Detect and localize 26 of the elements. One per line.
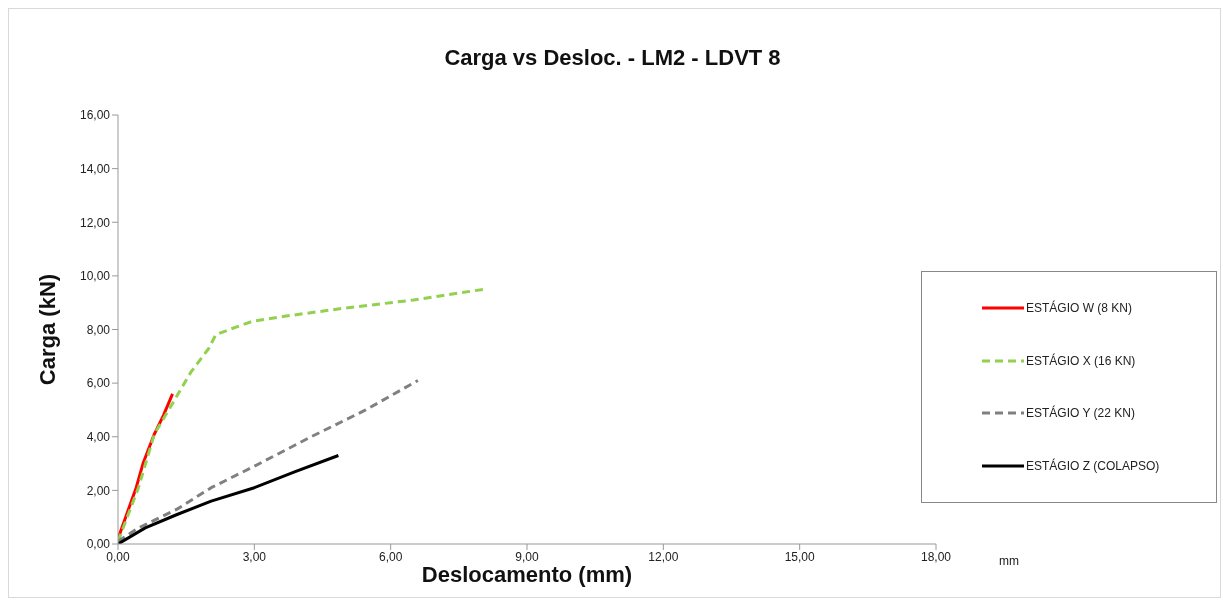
x-tick-label: 0,00 <box>106 549 130 564</box>
x-tick-label: 12,00 <box>648 549 679 564</box>
y-tick-label: 0,00 <box>86 537 111 552</box>
x-axis-title: Deslocamento (mm) <box>421 562 633 587</box>
x-tick-label: 3,00 <box>242 549 267 564</box>
line-series <box>118 378 420 543</box>
line-series <box>118 454 340 544</box>
y-axis-title: Carga (kN) <box>34 273 60 386</box>
x-tick-label: 18,00 <box>920 549 952 564</box>
y-tick-label: 12,00 <box>79 215 111 230</box>
legend-label: ESTÁGIO Z (COLAPSO) <box>1026 458 1160 473</box>
x-tick-label: 15,00 <box>784 549 816 564</box>
x-tick-label: 9,00 <box>515 549 539 564</box>
y-tick-label: 16,00 <box>79 108 111 123</box>
y-tick-label: 8,00 <box>86 322 111 337</box>
x-tick-label: 6,00 <box>378 549 403 564</box>
y-tick-label: 6,00 <box>86 376 111 391</box>
chart-title: Carga vs Desloc. - LM2 - LDVT 8 <box>443 45 782 71</box>
legend-label: ESTÁGIO Y (22 KN) <box>1026 406 1135 421</box>
text: mm <box>999 554 1019 568</box>
legend-label: ESTÁGIO X (16 KN) <box>1026 353 1136 368</box>
y-tick-label: 4,00 <box>86 430 111 445</box>
legend-label: ESTÁGIO W (8 KN) <box>1026 301 1133 316</box>
y-tick-label: 2,00 <box>86 483 111 498</box>
y-tick-label: 14,00 <box>79 161 111 176</box>
y-tick-label: 10,00 <box>79 269 111 284</box>
